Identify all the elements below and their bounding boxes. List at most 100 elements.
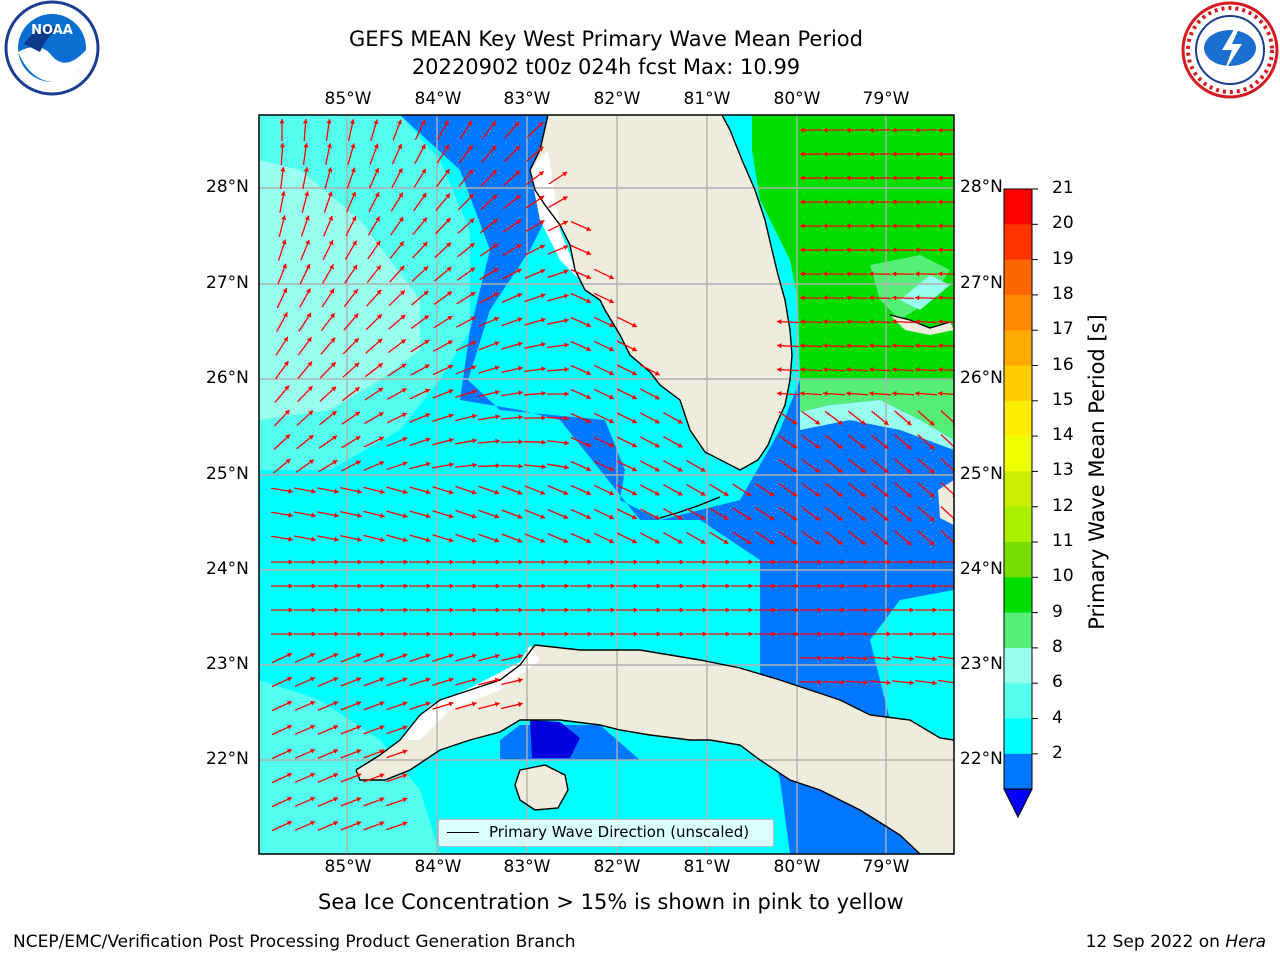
wave-arrow — [433, 291, 453, 305]
nodata-cuba-north — [400, 645, 540, 740]
wave-arrow — [325, 143, 332, 165]
wave-arrow — [363, 749, 385, 759]
wave-arrow — [432, 413, 454, 422]
wave-arrow — [277, 239, 287, 261]
wave-arrow — [364, 387, 384, 401]
wave-arrow — [845, 319, 869, 325]
wave-arrow — [386, 534, 408, 543]
wave-arrow — [363, 725, 385, 735]
wave-arrow — [845, 127, 869, 133]
wave-arrow — [392, 119, 402, 141]
wave-arrow — [318, 410, 338, 426]
wave-arrow — [891, 295, 915, 301]
wave-arrow — [915, 559, 937, 565]
wave-arrow — [639, 388, 661, 400]
wave-arrow — [799, 127, 823, 133]
wave-arrow — [455, 485, 477, 495]
wave-arrow — [294, 583, 316, 589]
colorbar-tick-label: 16 — [1052, 354, 1074, 375]
wave-arrow — [271, 748, 293, 760]
wave-arrow — [547, 318, 569, 325]
wave-arrow — [547, 220, 569, 232]
wave-arrow — [547, 463, 569, 470]
wave-arrow — [777, 607, 799, 613]
wave-arrow — [479, 267, 499, 281]
wave-arrow — [547, 583, 569, 589]
wave-arrow — [432, 583, 454, 589]
credit-line: NCEP/EMC/Verification Post Processing Pr… — [13, 932, 576, 952]
wave-arrow — [524, 583, 546, 589]
wave-arrow — [891, 127, 915, 133]
wave-arrow — [410, 339, 430, 353]
wave-arrow — [363, 534, 385, 543]
wave-arrow — [914, 175, 938, 181]
wave-arrow — [409, 607, 431, 613]
wave-arrow — [432, 534, 454, 543]
wave-arrow — [409, 486, 431, 495]
wave-arrow — [822, 127, 846, 133]
wave-arrow — [593, 583, 615, 589]
colorbar-tick-label: 19 — [1052, 248, 1074, 269]
wave-arrow — [279, 191, 286, 213]
wave-arrow — [294, 487, 316, 494]
wave-arrow — [894, 410, 912, 426]
wave-arrow — [845, 271, 869, 277]
wave-arrow — [365, 338, 383, 354]
wave-arrow — [914, 127, 938, 133]
wave-arrow — [294, 700, 316, 712]
wave-arrow — [871, 458, 889, 474]
wave-arrow — [432, 607, 454, 613]
wave-arrow — [868, 343, 892, 349]
coastlines — [355, 115, 954, 854]
colorbar-tick-label: 6 — [1052, 672, 1063, 693]
wave-arrow — [800, 583, 822, 589]
wave-arrow — [478, 414, 500, 421]
wave-arrow — [271, 559, 293, 565]
wave-arrow — [340, 534, 362, 542]
wave-arrow — [432, 559, 454, 565]
wave-arrow — [892, 631, 914, 637]
wave-arrow — [481, 120, 497, 140]
wave-arrow — [801, 507, 821, 521]
wave-arrow — [363, 559, 385, 565]
wave-arrow — [409, 653, 431, 663]
wave-arrow — [502, 219, 522, 233]
colorbar-label: Primary Wave Mean Period [s] — [1085, 314, 1109, 630]
wave-arrow — [639, 559, 661, 565]
wave-arrow — [937, 271, 954, 277]
legend-label: Primary Wave Direction (unscaled) — [489, 823, 750, 841]
lat-label-left-28n: 28°N — [206, 177, 249, 197]
wave-arrow — [799, 367, 823, 373]
host-name: Hera — [1225, 932, 1266, 952]
wave-arrow — [271, 631, 293, 637]
wave-arrow — [824, 458, 844, 474]
wave-arrow — [302, 143, 309, 165]
wave-arrow — [777, 583, 799, 589]
wave-arrow — [386, 486, 408, 495]
wave-arrow — [891, 151, 915, 157]
wave-arrow — [845, 151, 869, 157]
wave-arrow — [340, 510, 362, 518]
wave-arrow — [454, 462, 478, 468]
wave-arrow — [548, 196, 568, 208]
wave-arrow — [363, 797, 385, 807]
wave-arrow — [410, 364, 430, 376]
wave-arrow — [412, 241, 428, 259]
wave-arrow — [800, 607, 822, 613]
lon-label-bottom-81w: 81°W — [683, 857, 731, 877]
wave-arrow — [478, 389, 500, 398]
wave-arrow — [547, 533, 569, 543]
wave-arrow — [778, 459, 798, 473]
wave-arrow — [386, 773, 408, 783]
wave-arrow — [616, 436, 638, 448]
wave-arrow — [457, 193, 475, 211]
wave-arrow — [503, 145, 521, 163]
wave-arrow — [271, 607, 293, 613]
wave-arrow — [869, 583, 891, 589]
wave-arrow — [409, 583, 431, 589]
wave-arrow — [547, 342, 569, 349]
wave-arrow — [478, 607, 500, 613]
wave-arrow — [868, 127, 892, 133]
wave-arrow — [547, 607, 569, 613]
wave-arrow — [616, 340, 638, 352]
